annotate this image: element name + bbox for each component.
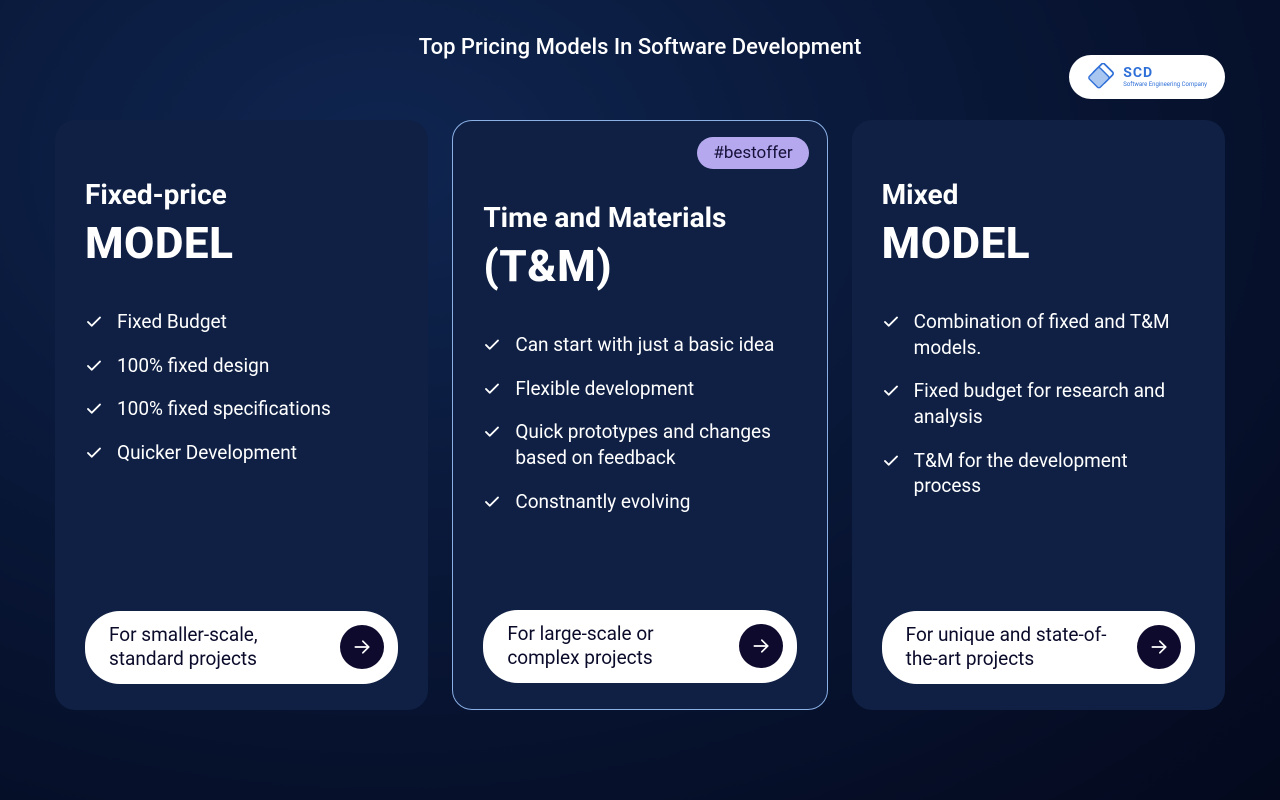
card-footer-pill[interactable]: For smaller-scale, standard projects [85, 611, 398, 684]
arrow-right-icon [751, 636, 771, 656]
card-subtitle: Time and Materials [483, 201, 796, 234]
feature-text: T&M for the development process [914, 448, 1195, 499]
feature-text: Constnantly evolving [515, 489, 690, 515]
feature-text: Combination of fixed and T&M models. [914, 309, 1195, 360]
footer-text: For unique and state-of-the-art projects [906, 623, 1123, 672]
feature-text: Can start with just a basic idea [515, 332, 774, 358]
card-footer-pill[interactable]: For large-scale or complex projects [483, 610, 796, 683]
footer-text: For smaller-scale, standard projects [109, 623, 326, 672]
arrow-button[interactable] [739, 624, 783, 668]
feature-item: T&M for the development process [882, 448, 1195, 499]
check-icon [483, 380, 501, 398]
feature-item: Fixed Budget [85, 309, 398, 335]
feature-item: Can start with just a basic idea [483, 332, 796, 358]
cards-container: Fixed-price MODEL Fixed Budget 100% fixe… [0, 60, 1280, 710]
card-title: MODEL [882, 217, 1195, 269]
features-list: Can start with just a basic idea Flexibl… [483, 332, 796, 590]
card-subtitle: Mixed [882, 178, 1195, 211]
logo-badge: SCD Software Engineering Company [1069, 55, 1225, 99]
check-icon [483, 336, 501, 354]
feature-item: Fixed budget for research and analysis [882, 378, 1195, 429]
card-footer-pill[interactable]: For unique and state-of-the-art projects [882, 611, 1195, 684]
card-title: MODEL [85, 217, 398, 269]
check-icon [85, 357, 103, 375]
feature-text: Fixed Budget [117, 309, 227, 335]
pricing-card-0: Fixed-price MODEL Fixed Budget 100% fixe… [55, 120, 428, 710]
features-list: Combination of fixed and T&M models. Fix… [882, 309, 1195, 591]
feature-text: Quick prototypes and changes based on fe… [515, 419, 796, 470]
feature-text: Quicker Development [117, 440, 297, 466]
pricing-card-2: Mixed MODEL Combination of fixed and T&M… [852, 120, 1225, 710]
feature-item: Quicker Development [85, 440, 398, 466]
check-icon [882, 382, 900, 400]
feature-text: 100% fixed design [117, 353, 269, 379]
check-icon [85, 444, 103, 462]
logo-sub-text: Software Engineering Company [1123, 82, 1207, 88]
check-icon [85, 313, 103, 331]
feature-item: Flexible development [483, 376, 796, 402]
arrow-button[interactable] [340, 625, 384, 669]
check-icon [483, 493, 501, 511]
logo-diamond-icon [1087, 63, 1115, 91]
arrow-right-icon [1149, 637, 1169, 657]
check-icon [882, 313, 900, 331]
arrow-right-icon [352, 637, 372, 657]
card-title: (T&M) [483, 240, 796, 292]
check-icon [882, 452, 900, 470]
feature-item: 100% fixed design [85, 353, 398, 379]
feature-item: Combination of fixed and T&M models. [882, 309, 1195, 360]
feature-text: 100% fixed specifications [117, 396, 331, 422]
card-subtitle: Fixed-price [85, 178, 398, 211]
pricing-card-1: #bestoffer Time and Materials (T&M) Can … [452, 120, 827, 710]
check-icon [483, 423, 501, 441]
logo-main-text: SCD [1123, 66, 1207, 80]
feature-item: Constnantly evolving [483, 489, 796, 515]
best-offer-badge: #bestoffer [697, 137, 808, 169]
check-icon [85, 400, 103, 418]
features-list: Fixed Budget 100% fixed design 100% fixe… [85, 309, 398, 591]
page-title: Top Pricing Models In Software Developme… [0, 0, 1280, 60]
feature-item: Quick prototypes and changes based on fe… [483, 419, 796, 470]
footer-text: For large-scale or complex projects [507, 622, 724, 671]
feature-text: Flexible development [515, 376, 694, 402]
feature-text: Fixed budget for research and analysis [914, 378, 1195, 429]
arrow-button[interactable] [1137, 625, 1181, 669]
feature-item: 100% fixed specifications [85, 396, 398, 422]
